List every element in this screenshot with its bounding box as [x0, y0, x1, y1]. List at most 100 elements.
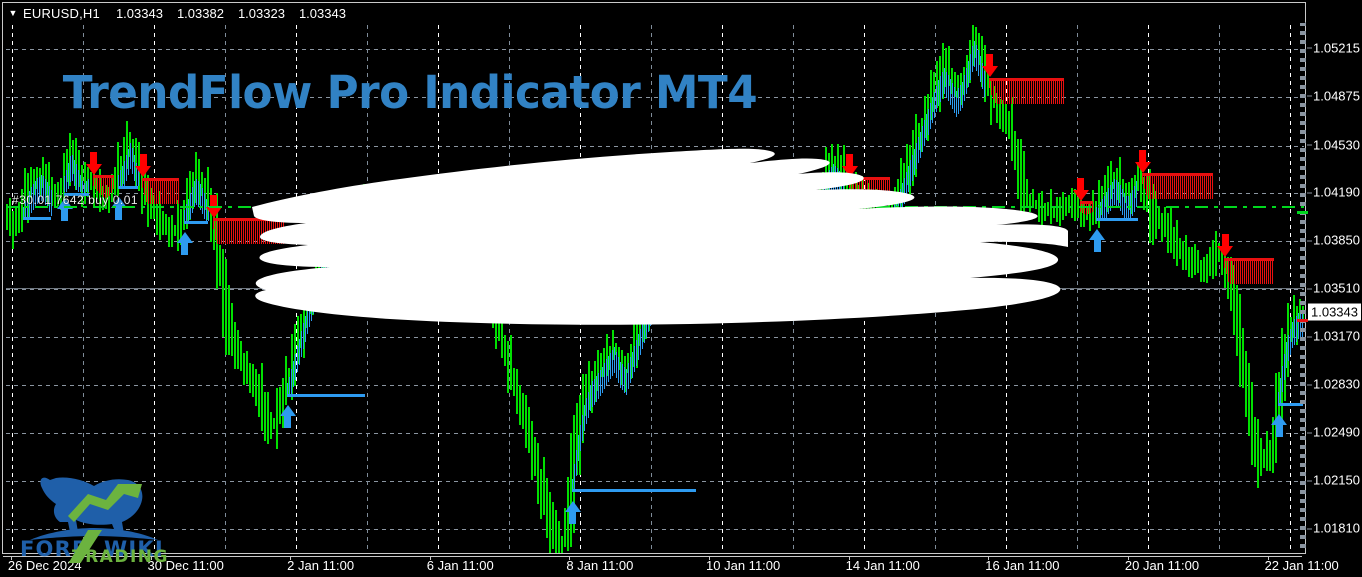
- band-hatch: [575, 449, 577, 476]
- band-hatch: [539, 283, 541, 309]
- price-bar: [998, 98, 1001, 129]
- price-bar: [272, 418, 275, 429]
- band-hatch: [282, 218, 284, 245]
- band-hatch: [38, 176, 40, 203]
- band-hatch: [990, 77, 992, 95]
- sell-signal-arrow: [85, 163, 102, 175]
- band-hatch: [416, 216, 418, 243]
- band-hatch: [623, 367, 625, 394]
- band-hatch: [858, 177, 860, 198]
- time-tick-label: 30 Dec 11:00: [147, 558, 224, 573]
- band-hatch: [236, 218, 238, 245]
- price-bar: [914, 113, 917, 178]
- band-hatch: [767, 217, 768, 244]
- symbol-header: ▼ EURUSD,H1 1.03343 1.03382 1.03323 1.03…: [3, 3, 1305, 23]
- band-hatch: [226, 218, 228, 245]
- band-hatch: [595, 375, 597, 402]
- logo-text-wiki: WIKI: [104, 537, 164, 561]
- band-hatch: [687, 215, 689, 241]
- price-bar: [54, 183, 56, 207]
- band-hatch: [559, 283, 561, 309]
- band-hatch: [1187, 173, 1189, 199]
- band-hatch: [910, 160, 911, 187]
- band-hatch: [119, 170, 121, 186]
- price-bar: [90, 171, 92, 190]
- band-hatch: [166, 177, 168, 204]
- band-hatch: [125, 155, 127, 181]
- time-tick-mark: [569, 556, 571, 560]
- ohlc-open: 1.03343: [115, 5, 163, 21]
- time-tick-mark: [709, 556, 711, 560]
- price-bar: [177, 199, 179, 252]
- band-hatch: [201, 187, 203, 214]
- band-hatch: [930, 102, 931, 129]
- price-bar: [941, 42, 944, 100]
- price-bar: [917, 122, 920, 151]
- band-hatch: [1165, 173, 1167, 199]
- band-hatch: [838, 170, 840, 197]
- band-hatch: [505, 283, 507, 309]
- price-axis[interactable]: 1.05215 1.04875 1.04530 1.04190 1.03850 1.035…: [1307, 2, 1362, 554]
- band-hatch: [468, 271, 470, 295]
- band-hatch: [1179, 173, 1181, 199]
- uptrend-band: [1278, 402, 1303, 406]
- band-hatch: [523, 283, 525, 309]
- price-bar: [1271, 417, 1274, 473]
- band-hatch: [410, 216, 412, 242]
- band-hatch: [350, 206, 352, 233]
- band-hatch: [1102, 199, 1104, 218]
- price-bar: [45, 164, 47, 202]
- band-hatch: [671, 231, 673, 258]
- band-hatch: [1118, 182, 1120, 209]
- price-bar: [224, 258, 227, 356]
- band-hatch: [344, 218, 346, 245]
- price-bar: [443, 272, 446, 294]
- band-hatch: [456, 216, 458, 243]
- band-hatch: [856, 177, 858, 196]
- band-hatch: [254, 218, 256, 245]
- band-hatch: [942, 72, 943, 99]
- band-hatch: [659, 269, 661, 295]
- band-hatch: [77, 169, 79, 193]
- band-hatch: [121, 165, 123, 186]
- buy-signal-arrow-stem: [461, 308, 469, 322]
- band-hatch: [882, 177, 884, 203]
- band-hatch: [1169, 173, 1171, 199]
- price-tick-label: 1.04190: [1307, 185, 1360, 200]
- band-hatch: [22, 206, 24, 218]
- band-hatch: [1062, 77, 1064, 104]
- order-level-line[interactable]: [6, 206, 1304, 209]
- price-bar: [66, 148, 68, 182]
- band-hatch: [1018, 77, 1020, 104]
- band-hatch: [348, 210, 350, 237]
- band-hatch: [246, 218, 248, 245]
- band-hatch: [73, 159, 75, 186]
- time-tick-mark: [429, 556, 431, 560]
- price-bar: [108, 186, 110, 214]
- time-tick-label: 20 Jan 11:00: [1124, 558, 1200, 573]
- band-hatch: [655, 282, 657, 309]
- chevron-down-icon[interactable]: ▼: [8, 8, 18, 18]
- band-hatch: [832, 164, 834, 191]
- price-bar: [168, 217, 170, 248]
- band-hatch: [952, 83, 953, 109]
- price-bar: [84, 161, 86, 205]
- band-hatch: [647, 305, 649, 332]
- band-hatch: [1284, 353, 1285, 380]
- band-hatch: [42, 175, 44, 202]
- band-hatch: [1290, 328, 1291, 355]
- band-hatch: [992, 77, 994, 100]
- price-bar: [147, 174, 149, 227]
- band-hatch: [65, 169, 67, 193]
- band-hatch: [1114, 179, 1116, 206]
- band-hatch: [189, 192, 191, 219]
- time-axis[interactable]: 26 Dec 2024 30 Dec 11:00 2 Jan 11:00 6 Jan …: [0, 556, 1339, 577]
- price-bar: [1166, 212, 1169, 253]
- price-bar: [971, 25, 974, 66]
- banner-title: TrendFlow Pro Indicator MT4: [0, 0, 820, 185]
- band-hatch: [970, 53, 971, 80]
- band-hatch: [711, 207, 713, 219]
- band-hatch: [786, 248, 788, 260]
- band-hatch: [976, 45, 977, 72]
- price-bar: [449, 272, 452, 296]
